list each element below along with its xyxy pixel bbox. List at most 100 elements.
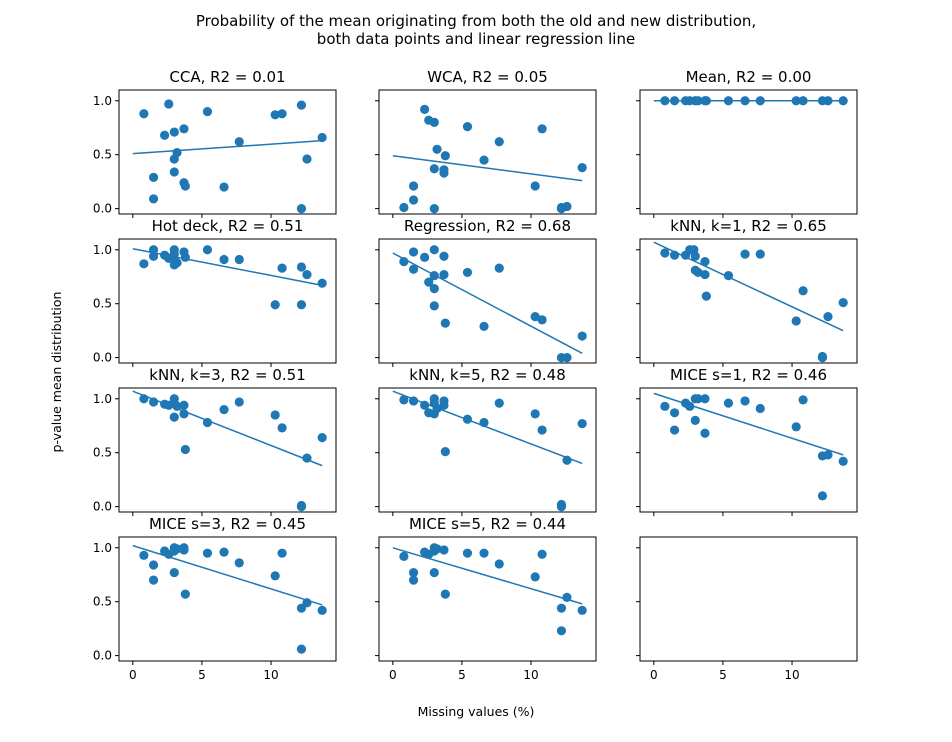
data-point xyxy=(479,548,489,558)
data-point xyxy=(530,181,540,191)
data-point xyxy=(537,425,547,435)
data-point xyxy=(302,453,312,463)
data-point xyxy=(234,558,244,568)
data-point xyxy=(169,167,179,177)
data-point xyxy=(556,603,567,613)
data-point xyxy=(408,575,419,585)
subplot-title: kNN, k=1, R2 = 0.65 xyxy=(670,217,826,235)
y-tick-label: 0.0 xyxy=(93,202,112,216)
data-point xyxy=(537,124,547,134)
data-point xyxy=(723,398,734,408)
subplot-title: WCA, R2 = 0.05 xyxy=(427,68,548,86)
subplot-title: MICE s=1, R2 = 0.46 xyxy=(670,366,827,384)
x-tick-label: 5 xyxy=(198,668,206,682)
data-point xyxy=(180,181,190,191)
data-point xyxy=(755,403,765,414)
data-point xyxy=(277,423,287,433)
data-point xyxy=(577,331,587,341)
data-point xyxy=(420,252,430,262)
data-point xyxy=(296,100,307,110)
data-point xyxy=(429,284,439,294)
y-tick-label: 0.0 xyxy=(93,351,112,365)
data-point xyxy=(823,450,833,460)
data-point xyxy=(440,318,450,328)
data-point xyxy=(139,109,149,119)
data-point xyxy=(791,316,801,326)
subplot-title: MICE s=5, R2 = 0.44 xyxy=(409,515,566,533)
subplot-frame xyxy=(639,238,858,364)
subplot-4: Hot deck, R2 = 0.51 0.0 0.5 1.0 xyxy=(93,217,337,367)
data-point xyxy=(180,589,190,599)
data-point xyxy=(838,96,848,106)
data-point xyxy=(296,502,307,512)
subplot-frame xyxy=(378,536,597,662)
data-point xyxy=(723,96,734,106)
data-point xyxy=(234,254,244,265)
data-point xyxy=(669,250,680,260)
subplot-8: kNN, k=5, R2 = 0.48 xyxy=(375,366,597,516)
subplot-frame xyxy=(118,387,337,513)
x-tick-label: 10 xyxy=(523,668,538,682)
data-point xyxy=(429,245,439,255)
data-point xyxy=(277,548,287,558)
data-point xyxy=(530,572,540,582)
data-point xyxy=(179,545,189,555)
data-point xyxy=(429,567,439,578)
x-tick-label: 5 xyxy=(719,668,727,682)
data-point xyxy=(439,269,449,280)
figure-suptitle-line-2: both data points and linear regression l… xyxy=(317,30,635,48)
data-point xyxy=(169,249,179,259)
data-point xyxy=(408,247,419,257)
data-point xyxy=(270,110,280,120)
subplot-title: kNN, k=5, R2 = 0.48 xyxy=(409,366,565,384)
data-point xyxy=(148,194,159,204)
subplot-title: kNN, k=3, R2 = 0.51 xyxy=(149,366,305,384)
data-point xyxy=(693,267,703,278)
data-point xyxy=(296,300,307,310)
data-point xyxy=(798,395,808,405)
subplot-6: kNN, k=1, R2 = 0.65 xyxy=(636,217,858,367)
data-point xyxy=(270,571,280,581)
data-point xyxy=(798,286,808,296)
data-point xyxy=(562,201,572,212)
data-point xyxy=(701,291,711,301)
data-point xyxy=(408,181,419,191)
data-point xyxy=(562,455,572,465)
x-tick-label: 0 xyxy=(389,668,397,682)
data-point xyxy=(424,277,434,287)
data-point xyxy=(562,592,572,602)
data-point xyxy=(669,96,680,106)
subplot-2: WCA, R2 = 0.05 xyxy=(375,68,597,218)
data-point xyxy=(530,312,540,322)
data-point xyxy=(302,269,312,280)
data-point xyxy=(817,353,828,363)
data-point xyxy=(577,163,587,173)
data-point xyxy=(179,409,189,419)
data-point xyxy=(700,394,710,404)
data-point xyxy=(317,433,327,443)
data-point xyxy=(270,300,280,310)
data-point xyxy=(700,428,710,438)
data-point xyxy=(148,560,159,570)
y-tick-label: 0.5 xyxy=(93,446,112,460)
data-point xyxy=(823,96,833,106)
data-point xyxy=(494,559,504,569)
data-point xyxy=(202,417,213,428)
subplot-frame xyxy=(118,238,337,364)
data-point xyxy=(740,396,750,406)
data-point xyxy=(139,550,149,560)
data-point xyxy=(179,124,189,134)
data-point xyxy=(408,195,419,205)
data-point xyxy=(740,96,750,106)
data-point xyxy=(148,575,159,585)
data-point xyxy=(172,401,182,411)
data-point xyxy=(139,259,149,269)
data-point xyxy=(755,249,765,259)
data-point xyxy=(537,315,547,325)
data-point xyxy=(317,132,327,143)
data-point xyxy=(429,164,439,174)
data-point xyxy=(172,147,182,158)
data-point xyxy=(172,544,182,554)
data-point xyxy=(479,321,489,331)
data-point xyxy=(432,544,442,554)
